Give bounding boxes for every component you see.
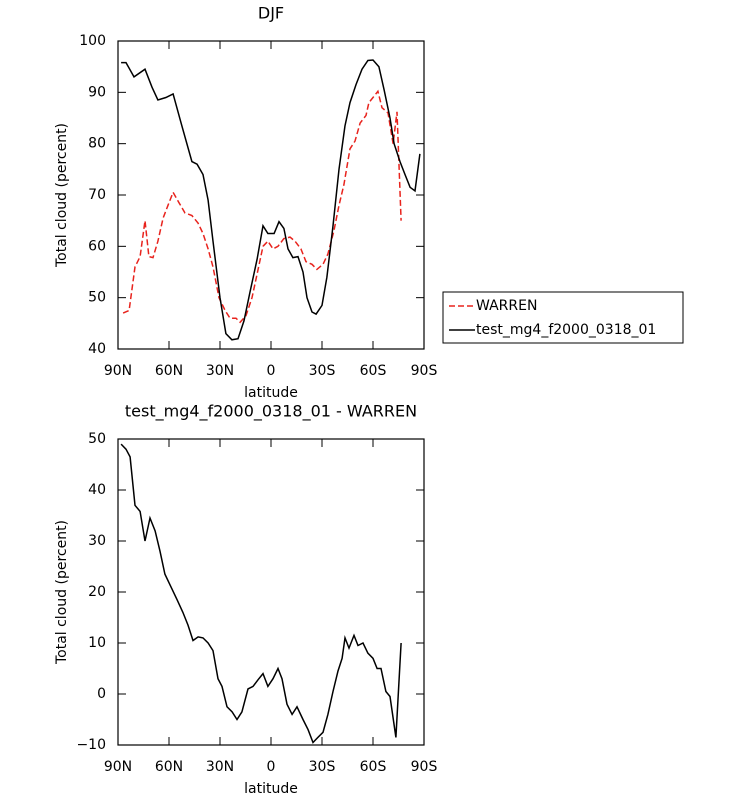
x-tick-label: 30S bbox=[309, 363, 336, 379]
y-axis-label: Total cloud (percent) bbox=[54, 123, 70, 268]
x-tick-label: 30S bbox=[309, 759, 336, 775]
x-tick-label: 30N bbox=[206, 759, 234, 775]
y-tick-label: 60 bbox=[88, 238, 106, 254]
x-axis-label: latitude bbox=[244, 385, 298, 401]
y-tick-label: 30 bbox=[88, 533, 106, 549]
y-tick-label: 90 bbox=[88, 84, 106, 100]
y-tick-label: 80 bbox=[88, 136, 106, 152]
x-tick-label: 90N bbox=[104, 363, 132, 379]
chart-title: test_mg4_f2000_0318_01 - WARREN bbox=[125, 402, 417, 422]
x-tick-label: 60N bbox=[155, 363, 183, 379]
x-tick-label: 90N bbox=[104, 759, 132, 775]
legend-label: WARREN bbox=[476, 298, 537, 314]
legend-label: test_mg4_f2000_0318_01 bbox=[476, 322, 656, 338]
x-tick-label: 60N bbox=[155, 759, 183, 775]
x-tick-label: 60S bbox=[360, 759, 387, 775]
y-tick-label: 0 bbox=[97, 686, 106, 702]
y-tick-label: 40 bbox=[88, 482, 106, 498]
x-tick-label: 90S bbox=[411, 363, 438, 379]
y-tick-label: 70 bbox=[88, 187, 106, 203]
data-line bbox=[121, 59, 421, 341]
x-axis-label: latitude bbox=[244, 781, 298, 797]
y-tick-label: 50 bbox=[88, 431, 106, 447]
plot-frame bbox=[117, 40, 425, 350]
legend-frame bbox=[442, 291, 684, 344]
y-tick-label: 100 bbox=[79, 33, 106, 49]
y-tick-label: 10 bbox=[88, 635, 106, 651]
x-tick-label: 0 bbox=[267, 363, 276, 379]
data-line bbox=[122, 89, 402, 324]
y-tick-label: 40 bbox=[88, 341, 106, 357]
x-tick-label: 0 bbox=[267, 759, 276, 775]
y-tick-label: 20 bbox=[88, 584, 106, 600]
y-axis-label: Total cloud (percent) bbox=[54, 520, 70, 665]
x-tick-label: 90S bbox=[411, 759, 438, 775]
data-line bbox=[120, 443, 402, 744]
y-tick-label: 50 bbox=[88, 290, 106, 306]
x-tick-label: 60S bbox=[360, 363, 387, 379]
y-tick-label: −10 bbox=[76, 737, 106, 753]
plot-frame bbox=[117, 438, 425, 746]
x-tick-label: 30N bbox=[206, 363, 234, 379]
chart-title: DJF bbox=[258, 4, 284, 23]
